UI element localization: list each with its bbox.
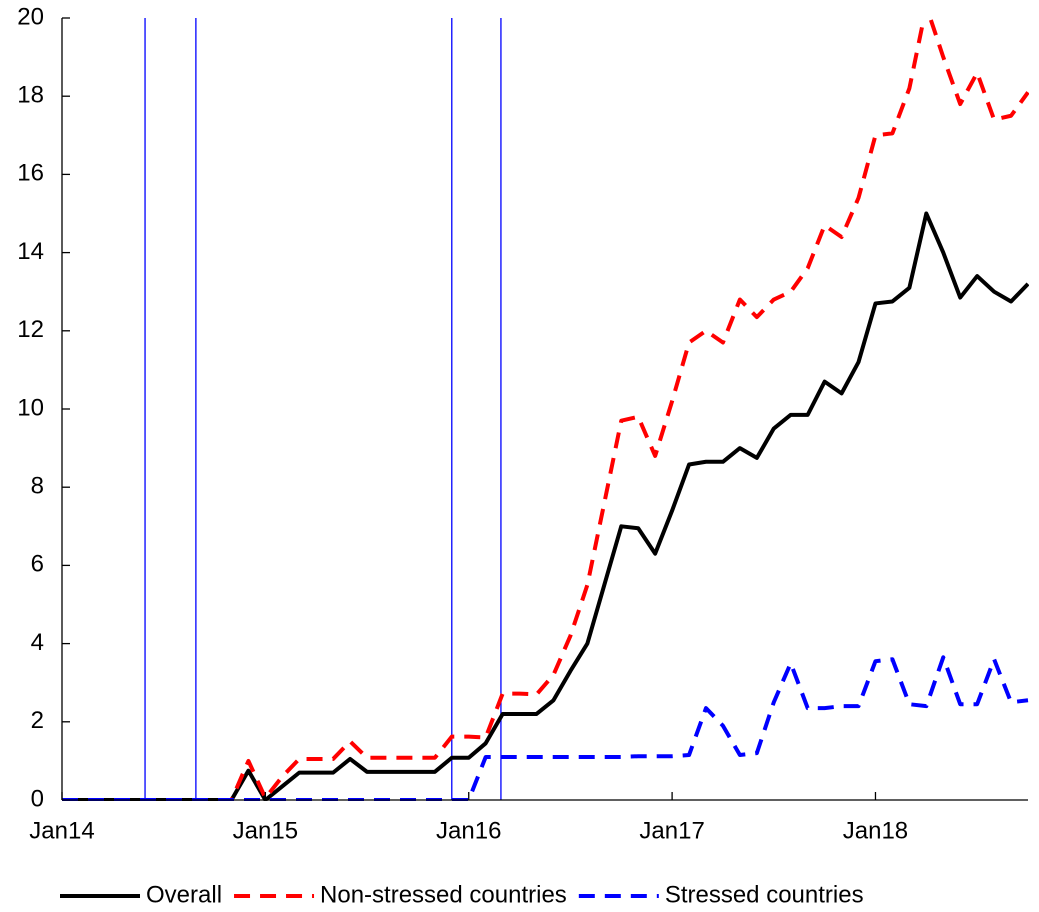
x-tick-label: Jan17	[639, 817, 704, 844]
x-tick-label: Jan16	[436, 817, 501, 844]
series-line	[62, 655, 1029, 801]
y-tick-label: 0	[31, 785, 44, 812]
legend-label: Stressed countries	[665, 881, 864, 908]
legend-label: Non-stressed countries	[320, 881, 567, 908]
y-tick-label: 16	[17, 160, 44, 187]
series-line	[62, 18, 1029, 801]
x-tick-label: Jan14	[29, 817, 94, 844]
y-tick-label: 10	[17, 394, 44, 421]
y-tick-label: 8	[31, 473, 44, 500]
y-tick-label: 4	[31, 629, 44, 656]
y-tick-label: 6	[31, 551, 44, 578]
x-tick-label: Jan18	[843, 817, 908, 844]
series-line	[62, 211, 1029, 801]
plot-area	[62, 18, 1029, 801]
x-tick-label: Jan15	[233, 817, 298, 844]
y-tick-label: 14	[17, 238, 44, 265]
y-tick-label: 12	[17, 316, 44, 343]
legend-label: Overall	[146, 881, 222, 908]
y-tick-label: 20	[17, 3, 44, 30]
y-tick-label: 2	[31, 707, 44, 734]
y-tick-label: 18	[17, 82, 44, 109]
